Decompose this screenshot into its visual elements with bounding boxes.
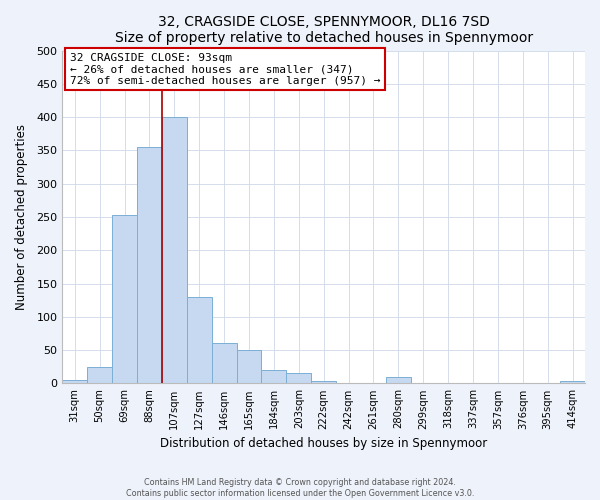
Bar (137, 147, 162, 384)
Text: Contains HM Land Registry data © Crown copyright and database right 2024.
Contai: Contains HM Land Registry data © Crown c… (126, 478, 474, 498)
X-axis label: Distribution of detached houses by size in Spennymoor: Distribution of detached houses by size … (160, 437, 487, 450)
Bar (560, 382, 585, 384)
Y-axis label: Number of detached properties: Number of detached properties (15, 124, 28, 310)
Bar (262, 370, 286, 384)
Bar (187, 297, 212, 384)
Title: 32, CRAGSIDE CLOSE, SPENNYMOOR, DL16 7SD
Size of property relative to detached h: 32, CRAGSIDE CLOSE, SPENNYMOOR, DL16 7SD… (115, 15, 533, 45)
Bar (311, 382, 336, 384)
Bar (87, 367, 112, 384)
Bar (212, 344, 236, 384)
Bar (386, 377, 411, 384)
Bar (236, 350, 262, 384)
Text: 32 CRAGSIDE CLOSE: 93sqm
← 26% of detached houses are smaller (347)
72% of semi-: 32 CRAGSIDE CLOSE: 93sqm ← 26% of detach… (70, 52, 380, 86)
Bar (112, 215, 137, 384)
Bar (62, 380, 87, 384)
Bar (286, 374, 311, 384)
Bar (162, 117, 187, 384)
